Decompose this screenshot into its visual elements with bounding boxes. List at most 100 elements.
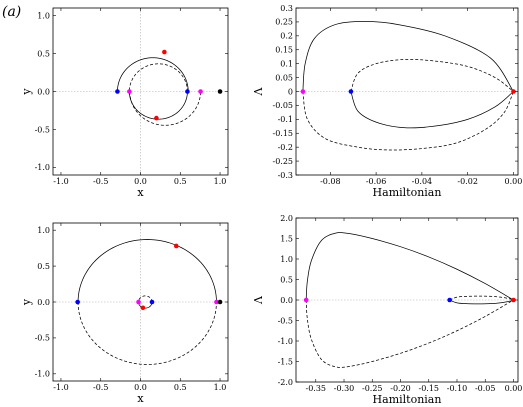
y-tick-label: -0.5 [35,334,50,343]
series-line-dashed [350,58,514,92]
series-line-dashed [129,91,201,126]
x-tick-label: 1.0 [214,383,227,392]
x-tick-label: -0.04 [412,177,433,186]
panel-label: (a) [2,4,21,20]
x-tick-label: -0.30 [334,384,355,393]
y-axis-label: y [20,88,33,96]
y-tick-label: 0 [288,87,293,96]
x-tick-label: 0.5 [174,383,187,392]
data-point-blue [348,89,354,94]
data-point-magenta [303,297,309,303]
series-line-solid [138,301,153,309]
data-point-blue [447,297,452,303]
x-tick-label: -0.05 [475,384,496,393]
y-tick-label: 0.5 [280,275,293,284]
y-tick-label: -0.5 [278,316,293,325]
y-tick-label: 0.25 [275,18,293,27]
y-tick-label: 0.0 [37,298,50,307]
x-tick-label: 0.00 [505,384,523,393]
panel-top-left: -1.0 -0.5 0.0 0.5 1.0 -1.0 -0.5 0.0 0.5 1.0 x y [20,7,229,199]
data-point-blue [75,299,80,305]
y-tick-label: 0.0 [280,296,293,305]
x-axis-label: Hamiltonian [373,393,442,406]
x-tick-label: 0.00 [505,177,523,186]
x-tick-label: -0.08 [320,177,341,186]
y-tick-label: 0.3 [280,4,293,13]
data-point-red [173,243,179,249]
y-tick-label: 1.0 [280,255,293,264]
y-tick-label: -0.5 [35,125,50,134]
y-tick-label: 0.1 [280,59,293,68]
y-tick-label: -2.0 [278,378,293,387]
y-tick-label: 1.0 [37,11,50,20]
y-axis-label: Λ [252,86,265,96]
data-point-red [154,115,159,121]
y-tick-label: -1.0 [35,370,50,379]
series-line-solid [117,57,189,92]
x-tick-label: -0.10 [447,384,468,393]
series-line-solid [449,299,514,305]
y-tick-label: 0.2 [280,32,293,41]
data-point-blue [115,89,120,94]
y-axis-label: y [20,298,33,306]
panel-top-right: -0.08 -0.06 -0.04 -0.02 0.00 -0.3 -0.25 -0.2 -0.… [252,4,522,199]
series-line-solid [302,20,514,92]
data-point-magenta [198,89,203,94]
x-axis-label: x [137,186,144,199]
y-tick-label: -1.0 [278,337,293,346]
series-line-dashed [449,295,514,301]
x-tick-label: -0.5 [93,383,108,392]
x-tick-label: -0.5 [93,177,108,186]
y-tick-label: 0.5 [37,262,50,271]
series-line-solid [350,91,514,129]
data-point-black [217,89,223,94]
data-point-magenta [214,299,219,305]
y-tick-label: 0.0 [37,87,50,96]
y-tick-label: -0.15 [272,129,293,138]
data-point-red [140,305,146,311]
series-line-dashed [305,299,514,368]
x-tick-label: 0.5 [174,177,187,186]
x-tick-label: 0.0 [134,383,147,392]
panel-bottom-left: -1.0 -0.5 0.0 0.5 1.0 -1.0 -0.5 0.0 0.5 1.0 x y [20,222,229,405]
data-point-black [217,299,223,305]
x-tick-label: -1.0 [53,383,68,392]
y-tick-label: 0.5 [37,49,50,58]
series-line-solid [305,232,514,301]
data-point-magenta [136,299,141,305]
y-tick-label: 1.0 [37,226,50,235]
y-tick-label: 2.0 [280,214,293,223]
y-tick-label: -0.25 [272,157,293,166]
y-tick-label: -0.05 [272,101,293,110]
series-line-dashed [138,295,153,303]
x-tick-label: -0.20 [390,384,411,393]
y-tick-label: 0.15 [275,46,293,55]
x-tick-label: 0.0 [134,177,147,186]
x-tick-label: -0.02 [457,177,478,186]
data-point-blue [149,299,155,305]
data-point-red [162,49,167,55]
data-point-blue [185,89,190,94]
series-line-solid [128,91,188,120]
data-point-red [511,89,516,94]
x-axis-label: x [137,392,144,405]
x-tick-label: 1.0 [214,177,227,186]
series-line-dashed [302,91,514,151]
y-tick-label: 0.05 [275,73,293,82]
y-tick-label: -1.0 [35,163,50,172]
x-tick-label: -0.15 [418,384,439,393]
y-tick-label: 1.5 [280,234,293,243]
y-tick-label: -0.3 [278,171,293,180]
data-point-magenta [300,89,306,94]
y-tick-label: -0.2 [278,143,293,152]
data-point-red [511,297,516,303]
x-axis-label: Hamiltonian [373,186,442,199]
x-tick-label: -1.0 [53,177,68,186]
data-point-magenta [127,89,132,94]
y-tick-label: -1.5 [278,357,293,366]
x-tick-label: -0.06 [366,177,387,186]
x-tick-label: -0.35 [306,384,327,393]
x-tick-label: -0.25 [362,384,383,393]
series-line-solid [77,239,217,303]
